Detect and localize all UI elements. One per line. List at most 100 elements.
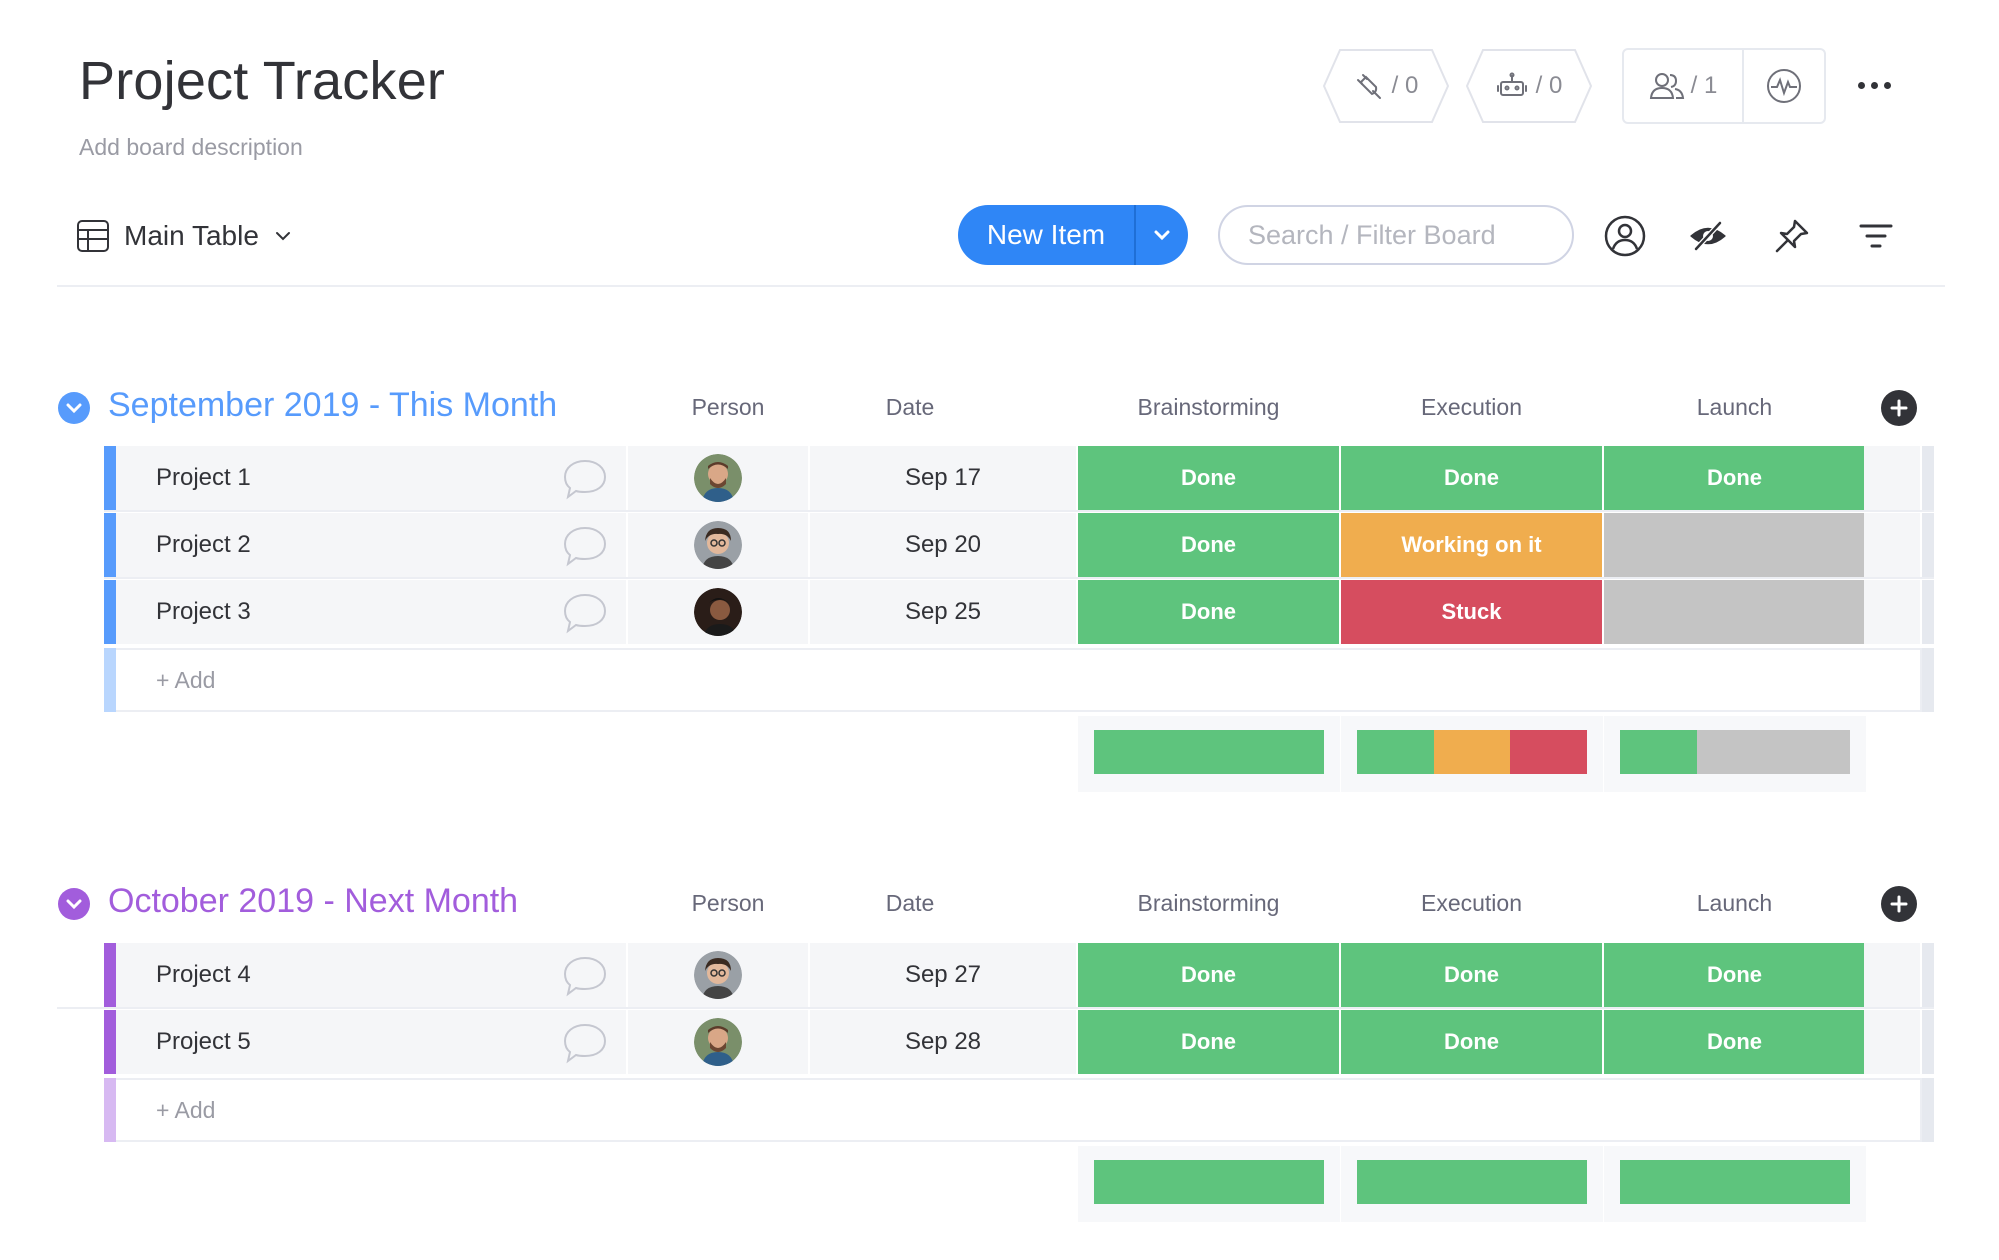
add-item-label[interactable]: + Add (156, 667, 216, 693)
date-cell[interactable]: Sep 25 (810, 580, 1076, 644)
column-header-date[interactable]: Date (885, 394, 935, 420)
add-item-row[interactable]: + Add (104, 1078, 1934, 1142)
status-distribution-bar (1357, 1160, 1587, 1204)
column-header-execution[interactable]: Execution (1420, 890, 1522, 916)
person-cell[interactable] (628, 1010, 808, 1074)
table-row[interactable]: Project 3 Sep 25 Done Stuck (104, 580, 1934, 644)
integrations-button[interactable]: / 0 (1322, 48, 1450, 124)
more-options-icon[interactable] (1852, 70, 1896, 100)
status-cell[interactable]: Done (1078, 943, 1339, 1007)
avatar (694, 1018, 742, 1066)
status-cell[interactable]: Done (1604, 1010, 1865, 1074)
status-cell[interactable]: Done (1604, 446, 1865, 510)
item-name[interactable]: Project 1 (156, 464, 251, 491)
status-cell[interactable]: Done (1341, 446, 1602, 510)
pin-icon[interactable] (1770, 214, 1814, 258)
date-cell[interactable]: Sep 17 (810, 446, 1076, 510)
person-cell[interactable] (628, 943, 808, 1007)
chat-bubble-icon[interactable] (562, 1022, 608, 1064)
status-distribution-bar (1094, 1160, 1324, 1204)
column-header-brainstorming[interactable]: Brainstorming (1137, 394, 1280, 420)
automations-count: / 0 (1535, 72, 1563, 99)
status-distribution-bar (1620, 730, 1850, 774)
status-cell[interactable]: Done (1078, 446, 1339, 510)
column-header-person[interactable]: Person (691, 890, 765, 916)
add-item-row[interactable]: + Add (104, 648, 1934, 712)
status-cell[interactable] (1604, 580, 1865, 644)
chat-bubble-icon[interactable] (562, 458, 608, 500)
status-cell[interactable]: Done (1078, 1010, 1339, 1074)
group-title[interactable]: October 2019 - Next Month (108, 882, 519, 920)
date-cell[interactable]: Sep 20 (810, 513, 1076, 577)
column-header-execution[interactable]: Execution (1420, 394, 1522, 420)
chevron-down-icon (275, 232, 290, 241)
person-cell[interactable] (628, 513, 808, 577)
group-header: September 2019 - This Month Person Date … (58, 386, 1938, 428)
person-cell[interactable] (628, 580, 808, 644)
hide-columns-icon[interactable] (1686, 214, 1730, 258)
item-name[interactable]: Project 5 (156, 1028, 251, 1055)
column-header-brainstorming[interactable]: Brainstorming (1137, 890, 1280, 916)
summary-execution (1341, 716, 1603, 792)
avatar (694, 951, 742, 999)
view-selector[interactable]: Main Table (76, 214, 293, 258)
avatar (694, 588, 742, 636)
item-name[interactable]: Project 4 (156, 961, 251, 988)
chat-bubble-icon[interactable] (562, 592, 608, 634)
column-header-person[interactable]: Person (691, 394, 765, 420)
add-column-icon[interactable] (1881, 390, 1917, 426)
members-button[interactable]: / 1 (1624, 50, 1744, 122)
status-cell[interactable]: Stuck (1341, 580, 1602, 644)
chat-bubble-icon[interactable] (562, 955, 608, 997)
toolbar-divider (57, 285, 1945, 287)
status-cell[interactable]: Done (1078, 513, 1339, 577)
search-filter-input[interactable] (1218, 205, 1574, 265)
activity-button[interactable] (1744, 67, 1824, 105)
person-cell[interactable] (628, 446, 808, 510)
status-cell[interactable] (1604, 513, 1865, 577)
board-description[interactable]: Add board description (79, 134, 303, 160)
group-title[interactable]: September 2019 - This Month (108, 386, 558, 424)
status-cell[interactable]: Done (1604, 943, 1865, 1007)
summary-brainstorming (1078, 716, 1340, 792)
add-item-label[interactable]: + Add (156, 1097, 216, 1123)
person-filter-icon[interactable] (1603, 214, 1647, 258)
status-distribution-bar (1357, 730, 1587, 774)
members-activity-box: / 1 (1622, 48, 1826, 124)
add-column-icon[interactable] (1881, 886, 1917, 922)
members-count: / 1 (1690, 72, 1718, 99)
status-cell[interactable]: Done (1078, 580, 1339, 644)
table-icon (77, 220, 109, 252)
summary-launch (1604, 716, 1866, 792)
avatar (694, 521, 742, 569)
table-row[interactable]: Project 1 Sep 17 Done Done Done (104, 446, 1934, 510)
board-title[interactable]: Project Tracker (79, 51, 446, 111)
avatar (694, 454, 742, 502)
status-cell[interactable]: Done (1341, 1010, 1602, 1074)
date-cell[interactable]: Sep 28 (810, 1010, 1076, 1074)
item-name[interactable]: Project 3 (156, 598, 251, 625)
item-name[interactable]: Project 2 (156, 531, 251, 558)
column-header-launch[interactable]: Launch (1696, 890, 1773, 916)
table-row[interactable]: Project 2 Sep 20 Done Working on it (104, 513, 1934, 577)
new-item-dropdown[interactable] (1136, 225, 1188, 245)
summary-launch (1604, 1146, 1866, 1222)
plug-icon (1356, 74, 1381, 99)
group-collapse-icon[interactable] (58, 392, 90, 424)
filter-icon[interactable] (1854, 214, 1898, 258)
date-cell[interactable]: Sep 27 (810, 943, 1076, 1007)
table-row[interactable]: Project 5 Sep 28 Done Done Done (104, 1010, 1934, 1074)
status-distribution-bar (1094, 730, 1324, 774)
column-header-date[interactable]: Date (885, 890, 935, 916)
status-cell[interactable]: Working on it (1341, 513, 1602, 577)
table-row[interactable]: Project 4 Sep 27 Done Done Done (104, 943, 1934, 1007)
status-cell[interactable]: Done (1341, 943, 1602, 1007)
new-item-button[interactable]: New Item (958, 205, 1188, 265)
activity-pulse-icon (1767, 69, 1801, 103)
column-header-launch[interactable]: Launch (1696, 394, 1773, 420)
automations-button[interactable]: / 0 (1465, 48, 1593, 124)
view-label: Main Table (124, 220, 259, 251)
group-collapse-icon[interactable] (58, 888, 90, 920)
summary-brainstorming (1078, 1146, 1340, 1222)
chat-bubble-icon[interactable] (562, 525, 608, 567)
